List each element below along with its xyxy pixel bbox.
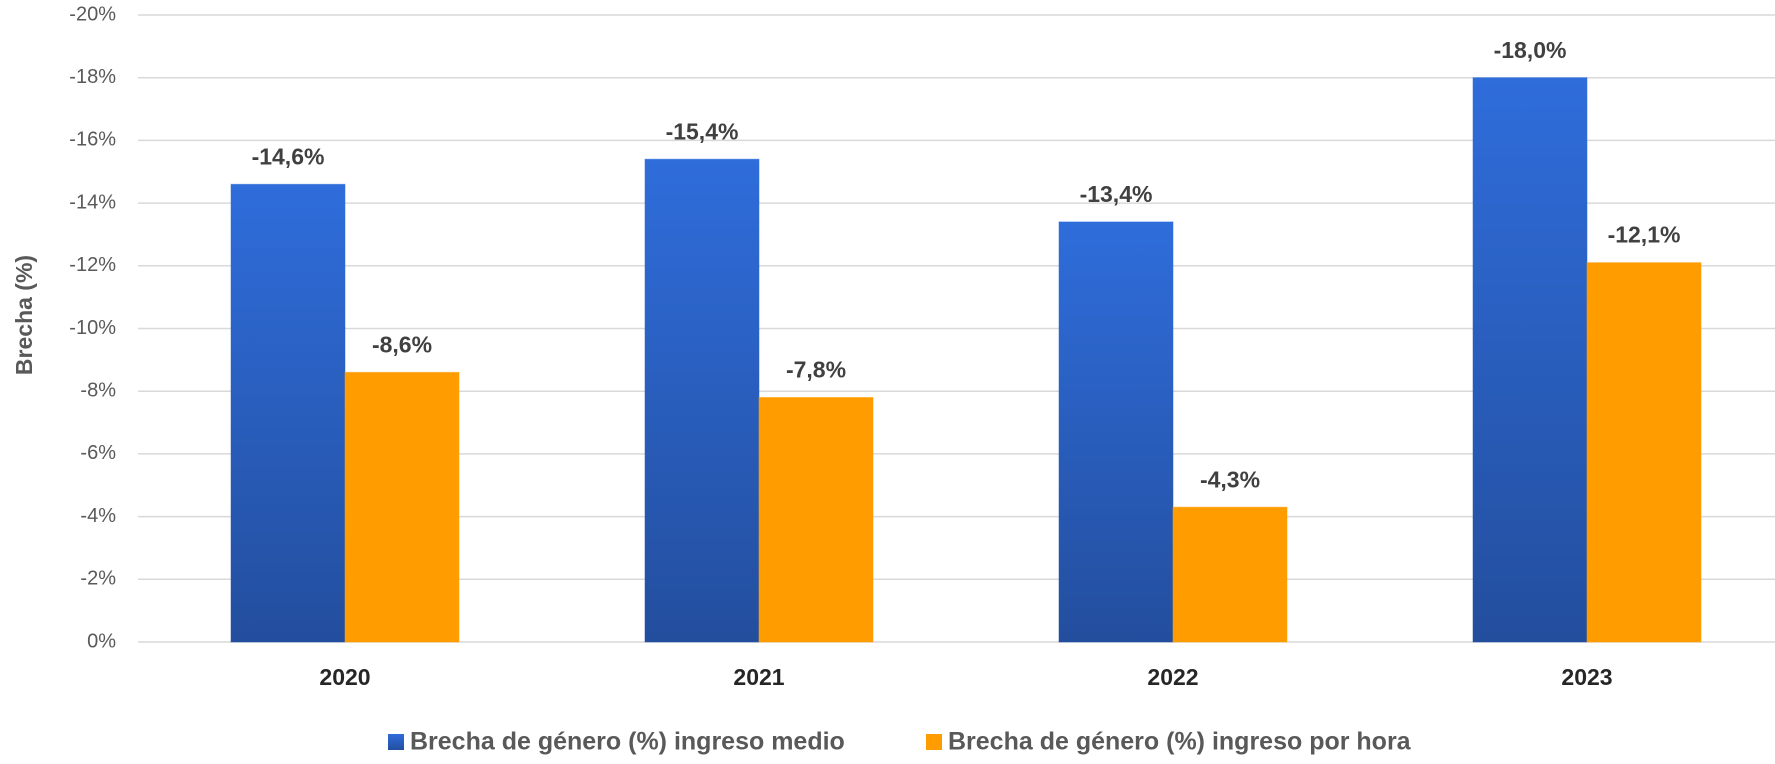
x-tick-label: 2021: [733, 664, 784, 690]
y-tick-label: -8%: [80, 379, 116, 401]
bar: [644, 158, 760, 643]
x-tick-label: 2022: [1147, 664, 1198, 690]
legend-label: Brecha de género (%) ingreso por hora: [948, 728, 1412, 756]
bar: [758, 396, 874, 643]
y-tick-label: 0%: [87, 630, 116, 652]
bar: [1172, 506, 1288, 643]
x-tick-label: 2020: [319, 664, 370, 690]
y-tick-label: -20%: [69, 3, 116, 25]
legend-label: Brecha de género (%) ingreso medio: [410, 728, 845, 756]
bar: [230, 183, 346, 643]
bar: [1058, 221, 1174, 643]
bar: [1472, 77, 1588, 643]
y-tick-label: -2%: [80, 568, 116, 590]
x-tick-label: 2023: [1561, 664, 1612, 690]
data-label: -7,8%: [786, 357, 846, 383]
data-label: -12,1%: [1608, 222, 1681, 248]
legend-swatch: [926, 734, 942, 750]
data-label: -8,6%: [372, 331, 432, 357]
y-tick-label: -14%: [69, 191, 116, 213]
data-label: -18,0%: [1494, 37, 1567, 63]
y-tick-label: -6%: [80, 442, 116, 464]
y-tick-label: -12%: [69, 254, 116, 276]
bar: [1586, 262, 1702, 643]
bar: [344, 371, 460, 643]
y-tick-label: -4%: [80, 505, 116, 527]
y-tick-label: -18%: [69, 66, 116, 88]
y-axis-title: Brecha (%): [11, 255, 37, 375]
data-label: -13,4%: [1080, 181, 1153, 207]
legend-swatch: [388, 734, 404, 750]
data-label: -4,3%: [1200, 466, 1260, 492]
y-tick-label: -16%: [69, 129, 116, 151]
data-label: -15,4%: [666, 118, 739, 144]
y-tick-label: -10%: [69, 317, 116, 339]
data-label: -14,6%: [252, 143, 325, 169]
